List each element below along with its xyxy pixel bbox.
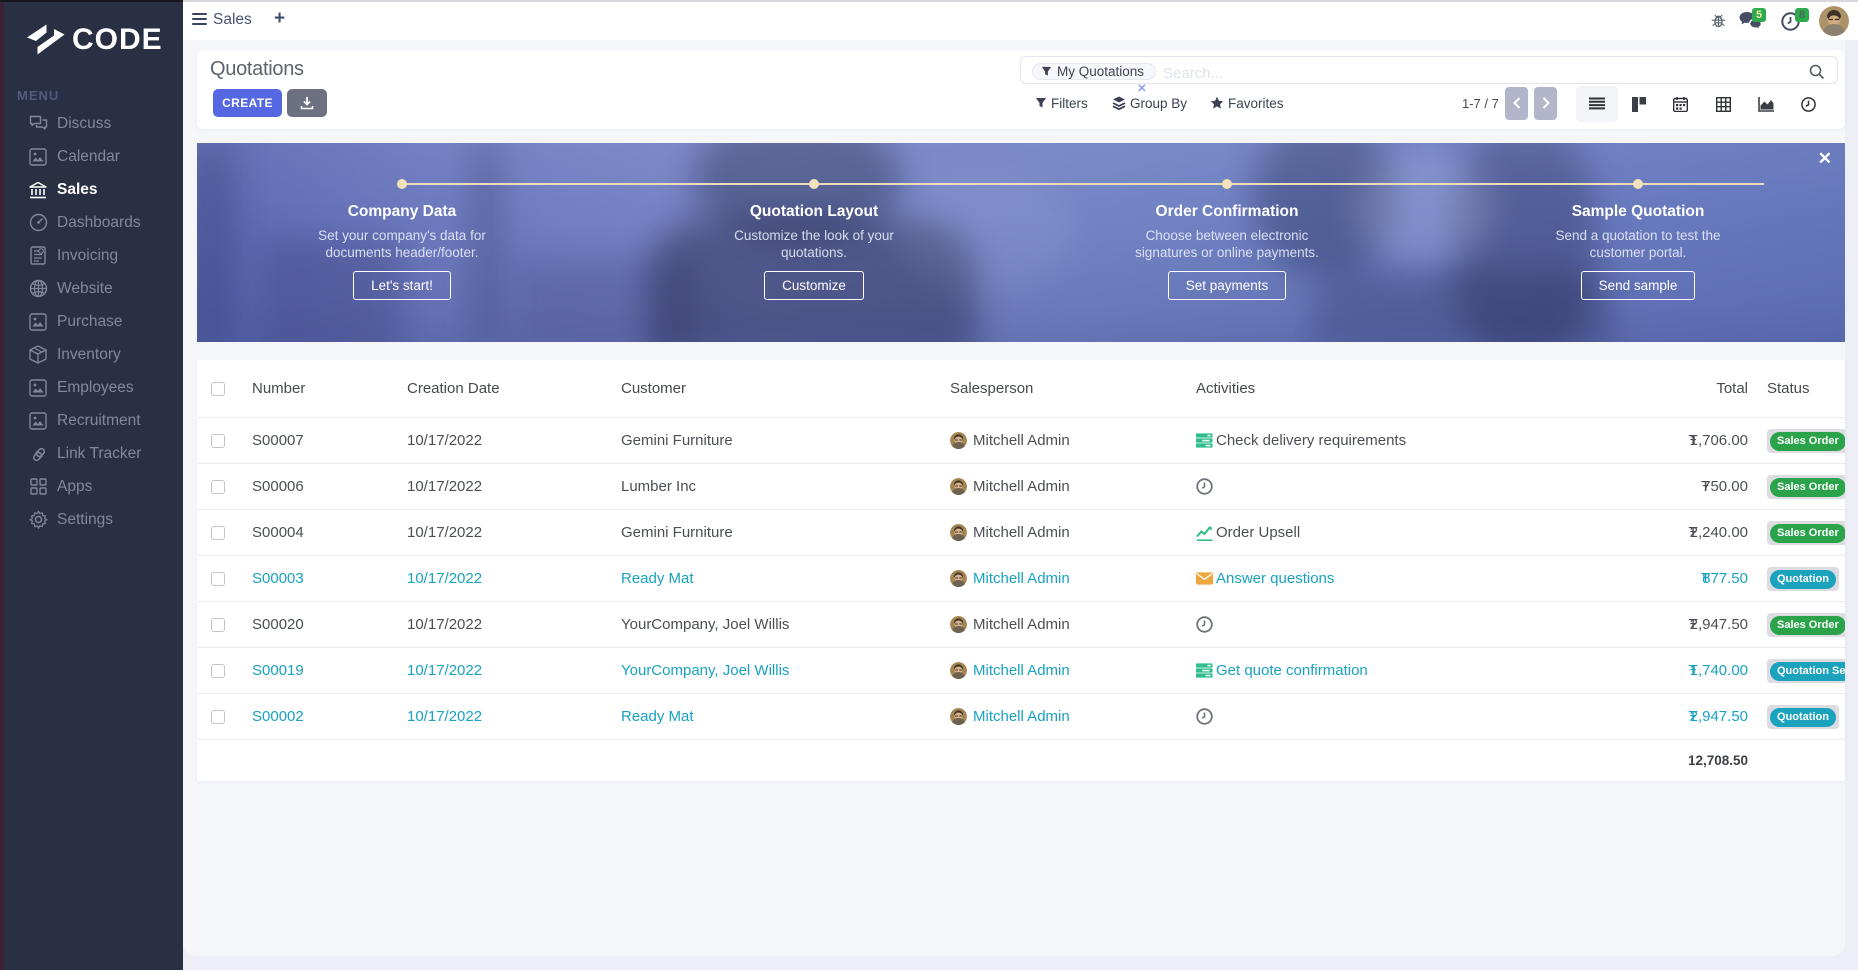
svg-text:CODE: CODE [72, 23, 163, 56]
